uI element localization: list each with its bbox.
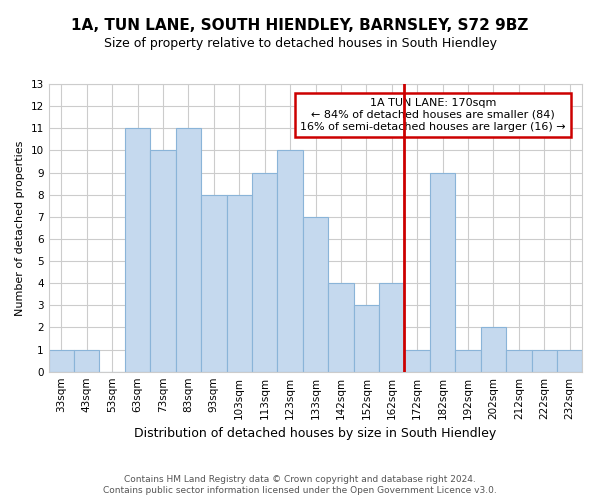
Text: 1A, TUN LANE, SOUTH HIENDLEY, BARNSLEY, S72 9BZ: 1A, TUN LANE, SOUTH HIENDLEY, BARNSLEY, … xyxy=(71,18,529,32)
Bar xyxy=(481,328,506,372)
Bar xyxy=(74,350,100,372)
Text: 1A TUN LANE: 170sqm
← 84% of detached houses are smaller (84)
16% of semi-detach: 1A TUN LANE: 170sqm ← 84% of detached ho… xyxy=(300,98,566,132)
Bar xyxy=(277,150,303,372)
Bar xyxy=(227,194,252,372)
Bar xyxy=(557,350,583,372)
Text: Contains HM Land Registry data © Crown copyright and database right 2024.: Contains HM Land Registry data © Crown c… xyxy=(124,475,476,484)
Bar xyxy=(303,217,328,372)
Text: Size of property relative to detached houses in South Hiendley: Size of property relative to detached ho… xyxy=(104,38,497,51)
Bar xyxy=(125,128,151,372)
X-axis label: Distribution of detached houses by size in South Hiendley: Distribution of detached houses by size … xyxy=(134,427,497,440)
Bar xyxy=(201,194,227,372)
Bar xyxy=(430,172,455,372)
Text: Contains public sector information licensed under the Open Government Licence v3: Contains public sector information licen… xyxy=(103,486,497,495)
Bar xyxy=(506,350,532,372)
Bar xyxy=(404,350,430,372)
Bar xyxy=(353,306,379,372)
Bar xyxy=(532,350,557,372)
Y-axis label: Number of detached properties: Number of detached properties xyxy=(15,140,25,316)
Bar xyxy=(176,128,201,372)
Bar xyxy=(49,350,74,372)
Bar xyxy=(328,283,353,372)
Bar xyxy=(151,150,176,372)
Bar xyxy=(455,350,481,372)
Bar xyxy=(252,172,277,372)
Bar xyxy=(379,283,404,372)
